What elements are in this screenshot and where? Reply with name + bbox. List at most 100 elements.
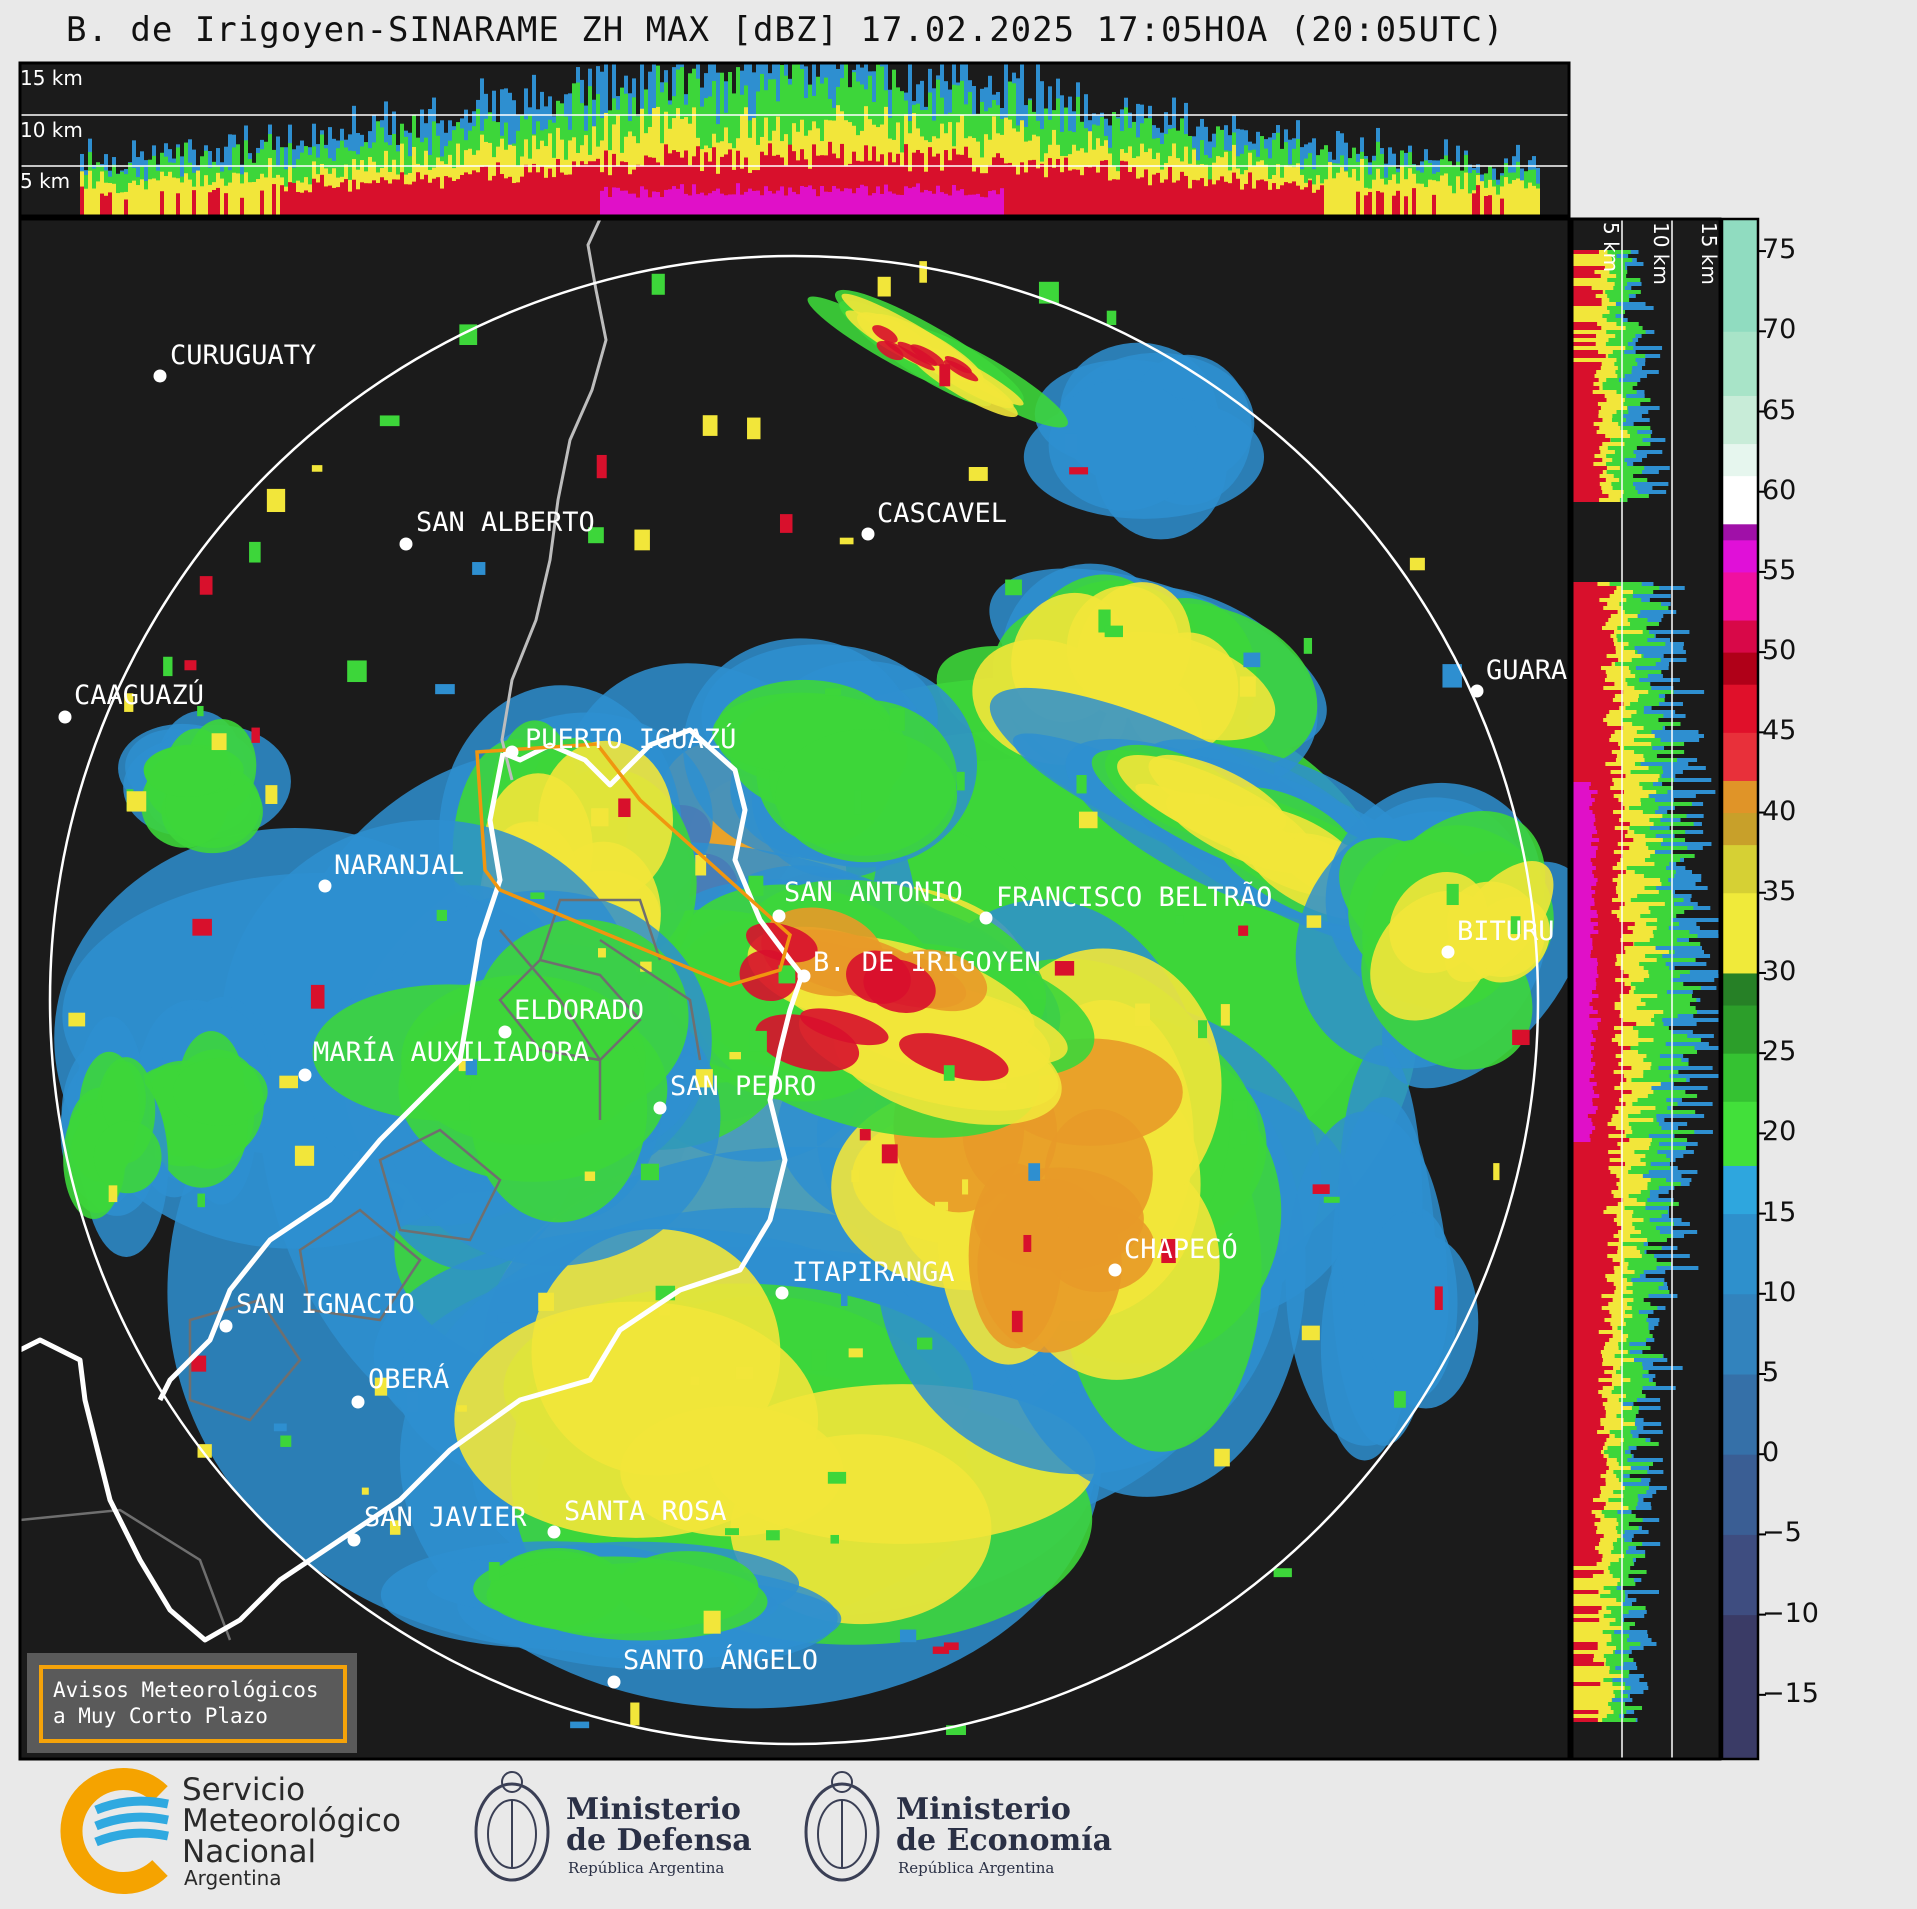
colorbar-tick-label: 20 bbox=[1762, 1116, 1797, 1148]
profile-column bbox=[1572, 1490, 1601, 1494]
profile-column bbox=[1572, 1642, 1598, 1646]
profile-column bbox=[1572, 1442, 1605, 1446]
profile-column bbox=[1572, 1638, 1612, 1642]
profile-column bbox=[916, 183, 920, 216]
profile-column bbox=[816, 155, 820, 216]
profile-column bbox=[1572, 1422, 1601, 1426]
profile-column bbox=[1572, 1710, 1599, 1714]
profile-column bbox=[896, 153, 900, 216]
echo-cell bbox=[1232, 1100, 1248, 1120]
profile-column bbox=[620, 87, 624, 216]
profile-column bbox=[616, 187, 620, 216]
profile-column bbox=[92, 188, 96, 216]
profile-column bbox=[788, 187, 792, 216]
profile-column bbox=[972, 194, 976, 216]
profile-column bbox=[348, 191, 352, 216]
profile-column bbox=[1572, 1086, 1593, 1090]
smn-logo-line4: Argentina bbox=[184, 1866, 282, 1890]
colorbar-segment bbox=[1722, 571, 1758, 621]
profile-column bbox=[764, 186, 768, 216]
profile-column bbox=[1572, 322, 1598, 326]
profile-column bbox=[760, 195, 764, 216]
profile-column bbox=[1572, 1002, 1590, 1006]
profile-column bbox=[1572, 774, 1626, 778]
echo-cell bbox=[1106, 310, 1117, 326]
profile-column bbox=[1572, 1654, 1594, 1658]
echo-cell bbox=[163, 656, 173, 677]
profile-column bbox=[240, 197, 244, 216]
city-label-san-antonio: SAN ANTONIO bbox=[784, 877, 963, 908]
profile-column bbox=[1572, 686, 1604, 690]
profile-column bbox=[1572, 1230, 1619, 1234]
profile-column bbox=[1572, 422, 1594, 426]
profile-column bbox=[1572, 802, 1623, 806]
echo-cell bbox=[1069, 467, 1089, 475]
profile-column bbox=[1572, 742, 1619, 746]
profile-column bbox=[1572, 1562, 1597, 1566]
profile-column bbox=[860, 184, 864, 216]
profile-column bbox=[1572, 1174, 1617, 1178]
profile-column bbox=[1572, 330, 1607, 334]
profile-column bbox=[740, 194, 744, 216]
profile-column bbox=[136, 185, 140, 216]
colorbar-tick-label: 75 bbox=[1762, 234, 1797, 266]
profile-column bbox=[464, 172, 468, 216]
profile-column bbox=[820, 155, 824, 216]
profile-column bbox=[1572, 1374, 1612, 1378]
profile-column bbox=[1572, 1030, 1592, 1034]
profile-column bbox=[336, 187, 340, 216]
echo-cell bbox=[1394, 1391, 1406, 1408]
profile-column bbox=[1572, 262, 1615, 266]
echo-cell bbox=[1054, 961, 1075, 976]
profile-column bbox=[512, 183, 516, 216]
profile-column bbox=[984, 173, 988, 216]
profile-column bbox=[1572, 1274, 1606, 1278]
profile-column bbox=[1572, 810, 1614, 814]
profile-column bbox=[1572, 854, 1596, 858]
profile-column bbox=[1572, 1122, 1593, 1126]
profile-column bbox=[428, 182, 432, 216]
profile-column bbox=[1572, 1670, 1610, 1674]
profile-column bbox=[1572, 1578, 1620, 1582]
profile-column bbox=[964, 146, 968, 216]
profile-column bbox=[760, 151, 764, 216]
profile-column bbox=[356, 189, 360, 216]
weather-warning-polygon bbox=[475, 742, 792, 987]
profile-column bbox=[1572, 1650, 1614, 1654]
echo-cell bbox=[1028, 1163, 1041, 1181]
profile-column bbox=[712, 190, 716, 216]
profile-column bbox=[1572, 1138, 1630, 1142]
echo-cell bbox=[1048, 379, 1199, 511]
profile-column bbox=[1572, 1542, 1599, 1546]
profile-column bbox=[1176, 180, 1180, 216]
profile-column bbox=[1572, 1330, 1599, 1334]
profile-column bbox=[1572, 1134, 1590, 1138]
profile-column bbox=[1572, 738, 1610, 742]
profile-column bbox=[684, 150, 688, 216]
profile-column bbox=[112, 183, 116, 216]
profile-column bbox=[1572, 1130, 1593, 1134]
profile-column bbox=[104, 195, 108, 216]
profile-column bbox=[1572, 294, 1596, 298]
profile-column bbox=[1572, 626, 1602, 630]
profile-column bbox=[792, 151, 796, 216]
colorbar-tick-label: 10 bbox=[1762, 1276, 1797, 1308]
colorbar-segment bbox=[1722, 780, 1758, 814]
profile-column bbox=[1572, 970, 1624, 974]
profile-column bbox=[1572, 422, 1619, 426]
profile-column bbox=[1572, 1334, 1613, 1338]
city-label-maria-auxiliadora: MARÍA AUXILIADORA bbox=[313, 1037, 590, 1068]
profile-column bbox=[916, 149, 920, 216]
colorbar-tick-label: 60 bbox=[1762, 474, 1797, 506]
profile-column bbox=[1572, 690, 1624, 694]
profile-column bbox=[1572, 1482, 1606, 1486]
profile-column bbox=[1572, 374, 1595, 378]
city-label-cascavel: CASCAVEL bbox=[877, 498, 1008, 529]
profile-column bbox=[1572, 786, 1590, 790]
profile-column bbox=[1572, 1694, 1615, 1698]
profile-column bbox=[1572, 1046, 1631, 1050]
echo-cell bbox=[1493, 1163, 1500, 1181]
profile-column bbox=[896, 194, 900, 216]
profile-column bbox=[1392, 174, 1396, 216]
profile-column bbox=[1572, 898, 1595, 902]
